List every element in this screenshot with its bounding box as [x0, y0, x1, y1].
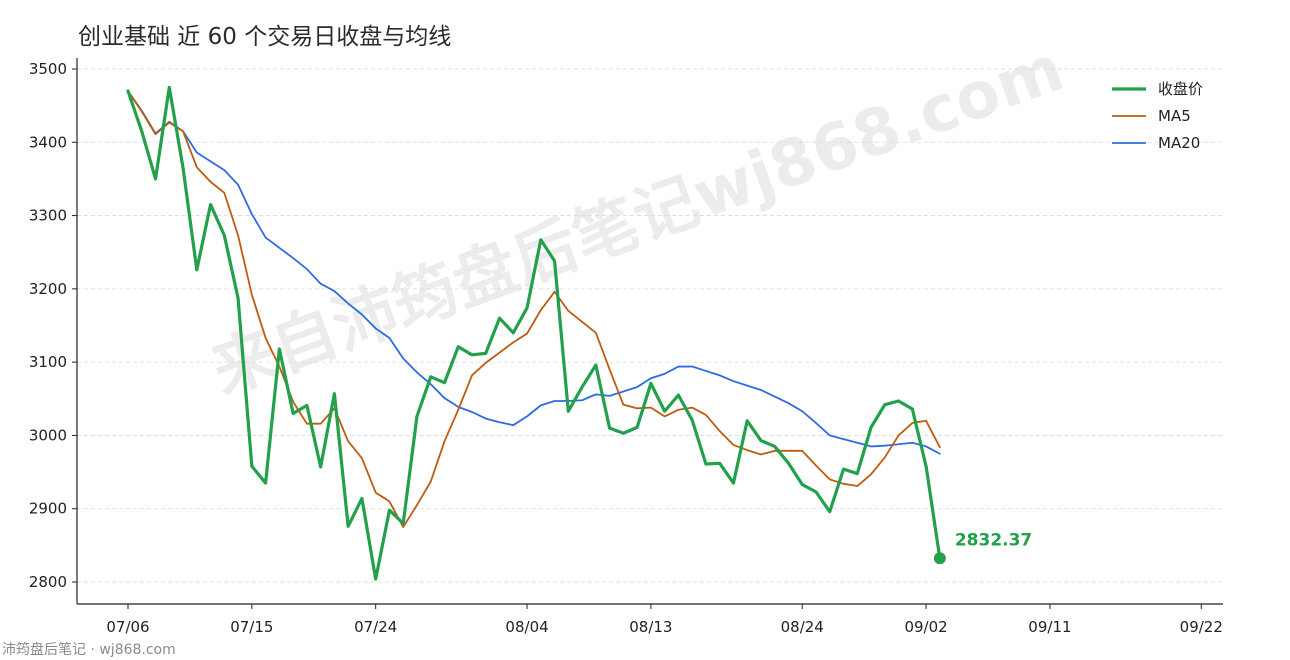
legend-label: MA20	[1158, 134, 1200, 152]
grid-lines	[77, 68, 1223, 583]
y-tick-label: 3400	[29, 133, 67, 151]
footer-credit: 沛筠盘后笔记 · wj868.com	[2, 641, 176, 658]
x-tick-label: 07/24	[354, 618, 397, 636]
watermark: 来自沛筠盘后笔记wj868.com	[203, 32, 1074, 409]
x-tick-label: 07/06	[106, 618, 149, 636]
series-ma5-line	[127, 90, 941, 528]
y-tick-label: 3100	[29, 353, 67, 371]
legend: 收盘价 MA5 MA20	[1112, 80, 1203, 152]
x-tick-label: 09/11	[1028, 618, 1071, 636]
y-tick-label: 3200	[29, 280, 67, 298]
x-tick-label: 07/15	[230, 618, 273, 636]
x-tick-label: 08/04	[505, 618, 548, 636]
chart-title: 创业基础 近 60 个交易日收盘与均线	[78, 24, 451, 50]
y-tick-label: 3000	[29, 426, 67, 444]
series-ma20-line	[127, 90, 941, 455]
axes: 2800 2900 3000 3100 3200 3300 3400 3500 07/06 07/…	[29, 58, 1223, 636]
legend-label: 收盘价	[1158, 80, 1203, 98]
series-close-line	[126, 85, 942, 581]
y-tick-label: 3500	[29, 60, 67, 78]
x-tick-label: 08/24	[781, 618, 824, 636]
x-tick-label: 09/02	[904, 618, 947, 636]
y-tick-label: 2800	[29, 573, 67, 591]
y-tick-label: 2900	[29, 500, 67, 518]
series-layer: 2832.37	[126, 85, 1032, 581]
last-point-marker	[933, 552, 946, 565]
x-tick-label: 08/13	[629, 618, 672, 636]
x-tick-label: 09/22	[1180, 618, 1223, 636]
y-tick-label: 3300	[29, 207, 67, 225]
legend-label: MA5	[1158, 107, 1191, 125]
last-value-label: 2832.37	[955, 530, 1032, 550]
